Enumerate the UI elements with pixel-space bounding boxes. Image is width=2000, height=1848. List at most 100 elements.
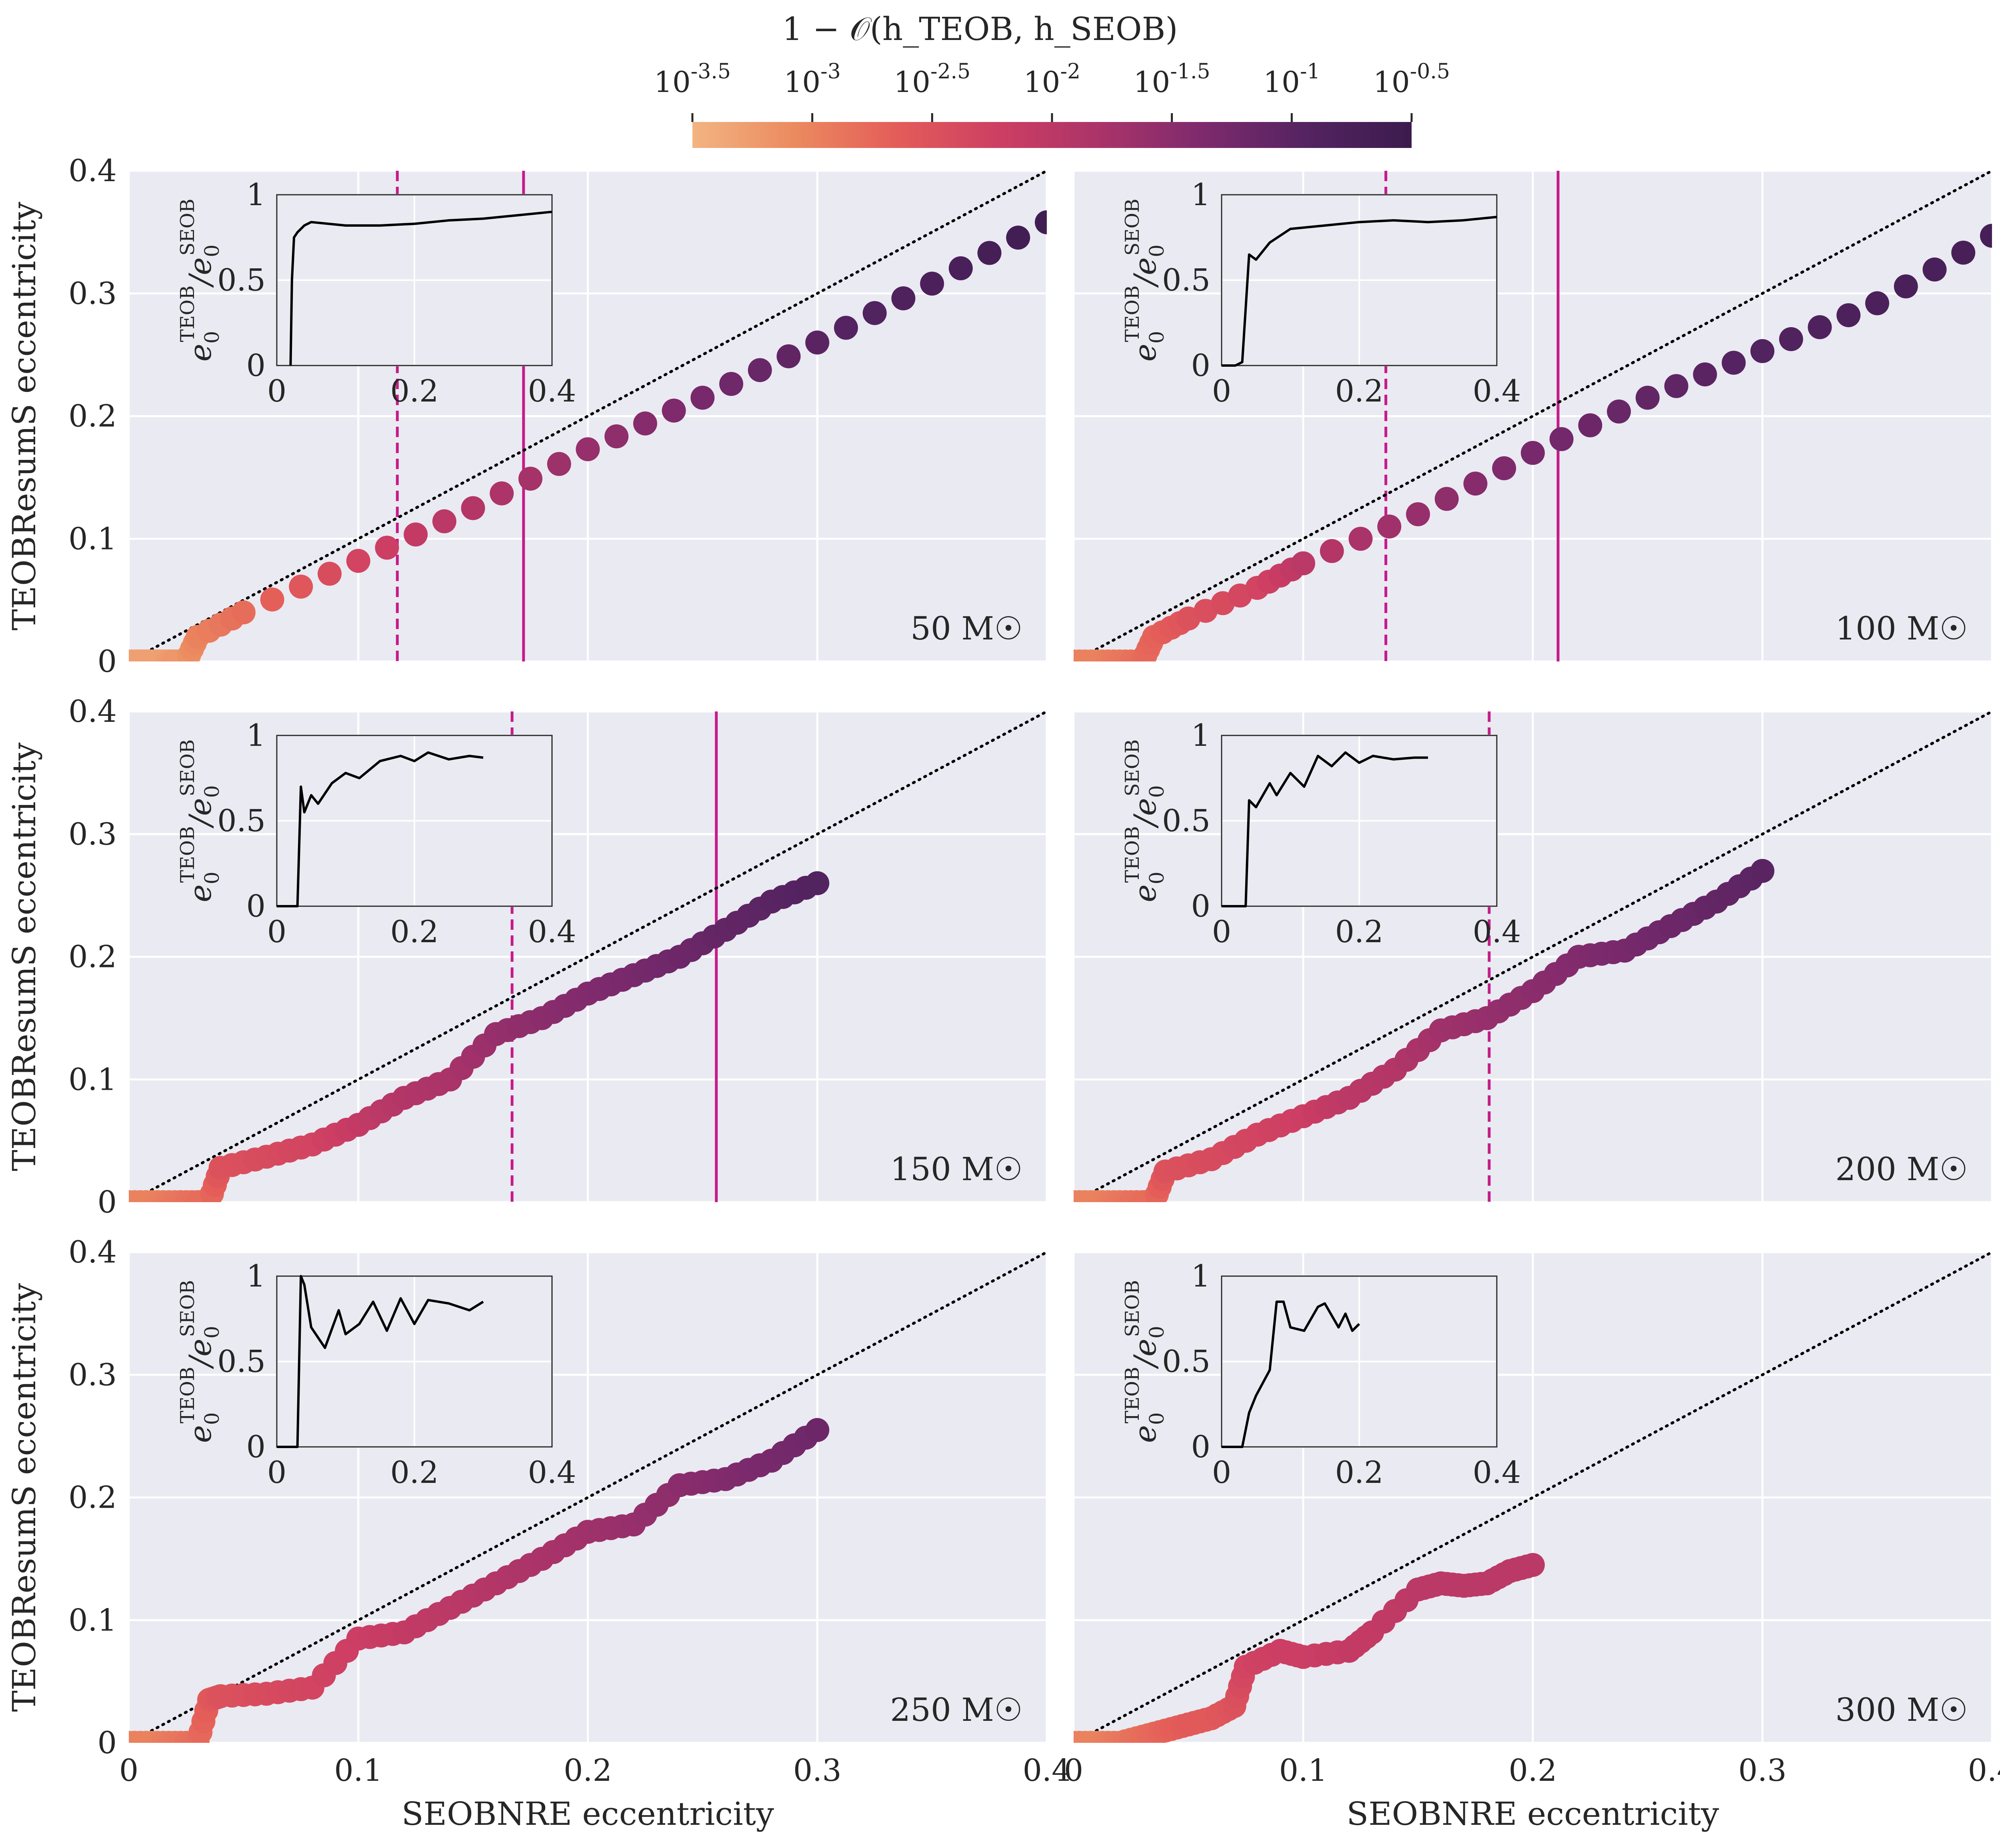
diagonal-reference-line <box>1074 1252 1992 1743</box>
scatter-point <box>748 358 772 382</box>
inset-x-tick-label: 0 <box>1212 373 1231 409</box>
inset-x-tick-label: 0 <box>1212 914 1231 949</box>
colorbar-gradient <box>692 122 1412 148</box>
inset-y-tick-label: 1 <box>1191 717 1210 753</box>
inset-x-tick-label: 0.2 <box>390 1454 439 1490</box>
scatter-point <box>1320 539 1344 563</box>
x-tick-label: 0.1 <box>1279 1752 1328 1788</box>
scatter-point <box>920 272 944 296</box>
inset-x-tick-label: 0.2 <box>390 914 439 949</box>
inset-y-tick-label: 0.5 <box>217 803 266 839</box>
y-tick-label: 0.1 <box>68 1061 117 1097</box>
inset-ratio-line <box>1222 216 1497 367</box>
scatter-point <box>1521 441 1545 465</box>
inset-ratio-line <box>1222 751 1428 907</box>
diagonal-reference-line <box>129 711 1047 1202</box>
scatter-point <box>1722 351 1746 375</box>
inset-x-tick-label: 0 <box>267 1454 286 1490</box>
scatter-point <box>318 561 342 586</box>
panel-mass-label: 150 M☉ <box>890 1151 1023 1188</box>
scatter-point <box>1894 274 1918 299</box>
y-tick-label: 0.3 <box>68 816 117 852</box>
inset-x-tick-label: 0.2 <box>1335 914 1384 949</box>
inset-ratio-line <box>277 751 484 907</box>
panel-mass-label: 100 M☉ <box>1835 610 1968 647</box>
scatter-point <box>1922 257 1947 282</box>
scatter-points <box>1074 1553 1545 1743</box>
scatter-point <box>719 372 744 396</box>
inset-y-tick-label: 0 <box>1191 1429 1210 1464</box>
y-tick-label: 0.2 <box>68 939 117 975</box>
scatter-point <box>862 301 887 325</box>
inset-y-tick-label: 0.5 <box>1162 1344 1210 1379</box>
x-axis-label: SEOBNRE eccentricity <box>1346 1795 1719 1832</box>
diagonal-reference-line <box>129 1252 1047 1743</box>
scatter-point <box>1006 226 1030 250</box>
scatter-point <box>490 481 514 505</box>
x-tick-label: 0.3 <box>1738 1752 1787 1788</box>
scatter-point <box>662 398 686 423</box>
inset-x-tick-label: 0.4 <box>528 914 576 949</box>
y-tick-label: 0.4 <box>68 153 117 188</box>
colorbar-title: 1 − 𝒪(h_TEOB, h_SEOB) <box>782 10 1178 48</box>
scatter-point <box>346 549 370 573</box>
scatter-point <box>1434 487 1459 511</box>
scatter-point <box>1808 315 1832 340</box>
scatter-point <box>977 241 1002 265</box>
scatter-point <box>1521 1553 1545 1577</box>
panel-mass-label: 200 M☉ <box>1835 1151 1968 1188</box>
inset-y-tick-label: 0.5 <box>217 1344 266 1379</box>
scatter-point <box>461 496 485 520</box>
scatter-point <box>834 316 858 340</box>
scatter-point <box>1578 413 1602 438</box>
inset-x-tick-label: 0.4 <box>1473 914 1521 949</box>
scatter-point <box>633 411 657 436</box>
inset-frame <box>1221 735 1498 907</box>
scatter-point <box>1607 399 1631 424</box>
panel-mass-label: 300 M☉ <box>1835 1691 1968 1728</box>
x-tick-label: 0.2 <box>564 1752 612 1788</box>
diagonal-reference-line <box>129 171 1047 661</box>
inset-frame <box>276 194 553 366</box>
scatter-point <box>805 871 830 895</box>
inset-y-tick-label: 0 <box>246 1429 266 1464</box>
y-tick-label: 0.3 <box>68 276 117 311</box>
panel-mass-label: 250 M☉ <box>890 1691 1023 1728</box>
panel-5: 0 0.1 0.2 0.3 0.4 SEOBNRE eccentricity 0 0.1 0.2… <box>6 1234 1071 1832</box>
x-tick-label: 0 <box>119 1752 138 1788</box>
diagonal-reference-line <box>1074 171 1992 661</box>
scatter-point <box>1951 240 1976 265</box>
scatter-point <box>1492 456 1516 480</box>
x-tick-label: 0 <box>1064 1752 1083 1788</box>
y-tick-label: 0.4 <box>68 1234 117 1270</box>
x-tick-label: 0.3 <box>793 1752 842 1788</box>
scatter-point <box>576 437 600 462</box>
y-tick-label: 0.3 <box>68 1357 117 1392</box>
y-tick-label: 0.1 <box>68 1602 117 1638</box>
scatter-points <box>129 871 830 1202</box>
scatter-point <box>1636 386 1660 410</box>
x-tick-label: 0.4 <box>1023 1752 1071 1788</box>
scatter-point <box>776 344 801 368</box>
scatter-point <box>1664 374 1688 398</box>
panel-mass-label: 50 M☉ <box>910 610 1023 647</box>
inset-y-tick-label: 0.5 <box>1162 803 1210 839</box>
scatter-points <box>129 1418 830 1743</box>
inset-x-tick-label: 0.2 <box>1335 1454 1384 1490</box>
inset-x-tick-label: 0 <box>267 914 286 949</box>
x-tick-label: 0.1 <box>334 1752 382 1788</box>
colorbar-tick-label: 10-3.5 <box>654 60 731 99</box>
scatter-point <box>1750 339 1774 363</box>
x-axis-label: SEOBNRE eccentricity <box>402 1795 774 1832</box>
inset-y-tick-label: 0 <box>1191 888 1210 924</box>
colorbar-tick-label: 10-2.5 <box>894 60 970 99</box>
y-tick-label: 0 <box>98 1184 117 1220</box>
inset-y-tick-label: 0.5 <box>1162 262 1210 298</box>
inset-y-tick-label: 0 <box>1191 348 1210 383</box>
scatter-point <box>604 424 629 449</box>
colorbar: 1 − 𝒪(h_TEOB, h_SEOB) 10-3.5 10-3 10-2.5 10… <box>654 10 1450 148</box>
